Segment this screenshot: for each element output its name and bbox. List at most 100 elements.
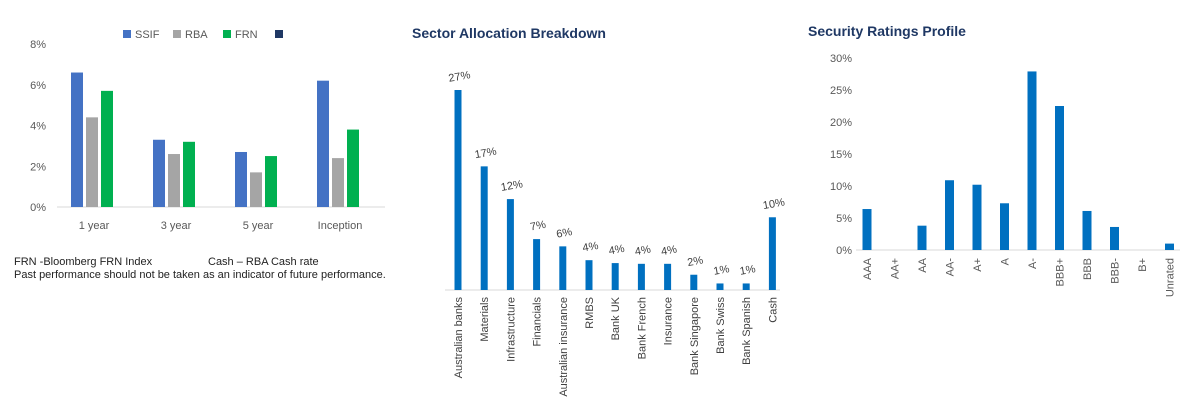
x-tick-label: AA [917,257,929,272]
x-tick-label: Australian banks [453,297,465,379]
rating-bar [862,209,872,250]
rating-bar [1165,243,1174,250]
bar-ssif [153,139,165,207]
y-tick-label: 30% [830,53,852,65]
data-label: 27% [448,69,472,85]
x-tick-label: Bank Singapore [689,297,701,375]
legend-swatch [223,30,231,38]
chart-title: Sector Allocation Breakdown [412,25,606,41]
sector-allocation-chart: Sector Allocation Breakdown 27% Australian… [412,25,786,397]
sector-bar [585,260,593,290]
performance-chart: 0% 2% 4% 6% 8% SSIF RBA FRN 1 year 3 year 5 year In… [30,29,385,232]
data-label: 7% [529,219,547,234]
bar-frn [347,129,359,207]
sector-bar [637,263,645,290]
note-frn-index: FRN -Bloomberg FRN Index [14,256,153,268]
data-label: 4% [660,244,678,259]
y-tick-label: 20% [830,117,852,129]
x-tick-label: Insurance [663,297,675,345]
bar-rba [168,154,180,207]
bar-ssif [235,151,247,207]
data-label: 4% [608,243,626,258]
x-tick-label: Bank UK [610,296,622,340]
bar-rba [86,117,98,207]
x-tick-label: Inception [318,220,363,232]
data-label: 12% [500,178,524,194]
rating-bar [1082,210,1092,250]
y-tick-label: 2% [30,161,46,173]
x-tick-label: A+ [972,258,984,272]
rating-bar [917,225,927,250]
bar-ssif [71,72,83,208]
note-cash-rate: Cash – RBA Cash rate [208,256,319,268]
data-label: 1% [713,263,731,278]
x-tick-label: A- [1027,258,1039,269]
bar-rba [332,158,344,207]
x-tick-label: BBB+ [1055,258,1067,286]
rating-bar [1110,226,1119,250]
legend-swatch [173,30,181,38]
y-tick-label: 6% [30,80,46,92]
data-label: 4% [582,240,600,255]
rating-bar [945,180,954,250]
y-tick-label: 0% [836,245,852,257]
data-label: 4% [634,244,652,259]
x-tick-label: 1 year [79,220,110,232]
sector-bar [506,199,514,290]
data-label: 17% [474,146,498,162]
sector-bar [611,263,619,290]
sector-bar [454,90,462,290]
x-tick-label: B+ [1137,258,1149,272]
y-tick-label: 25% [830,85,852,97]
x-tick-label: Unrated [1165,258,1177,297]
x-tick-label: Bank French [636,297,648,359]
sector-bar [533,239,541,290]
legend-label: RBA [185,29,208,41]
data-label: 10% [762,196,786,212]
sector-bar [742,283,750,290]
x-tick-label: BBB- [1110,258,1122,284]
legend-swatch [123,30,131,38]
legend-swatch [275,30,283,38]
sector-bar [768,217,776,290]
sector-bar [716,283,724,290]
sector-bar [664,263,672,290]
y-tick-label: 5% [836,213,852,225]
bar-ssif [317,80,329,207]
x-tick-label: Bank Swiss [715,297,727,354]
y-tick-label: 8% [30,39,46,51]
bar-frn [265,156,277,207]
x-tick-label: A [1000,257,1012,265]
x-tick-label: Bank Spanish [741,297,753,365]
ratings-profile-chart: Security Ratings Profile 0% 5% 10% 15% 20% 25%… [808,23,1180,297]
sector-bar [480,166,488,290]
rating-bar [972,184,982,250]
data-label: 6% [555,226,573,241]
x-tick-label: AA- [945,258,957,277]
x-tick-label: Materials [479,297,491,342]
bar-frn [183,141,195,207]
x-tick-label: BBB [1082,258,1094,280]
y-tick-label: 15% [830,149,852,161]
rating-bar [1055,106,1064,250]
x-tick-label: 3 year [161,220,192,232]
legend-label: FRN [235,29,258,41]
x-tick-label: 5 year [243,220,274,232]
y-tick-label: 0% [30,202,46,214]
x-tick-label: Cash [767,297,779,323]
x-tick-label: RMBS [584,297,596,329]
sector-bar [690,274,698,290]
x-tick-label: Australian insurance [558,297,570,397]
sector-bar [559,246,567,290]
bar-frn [101,90,113,207]
bar-rba [250,172,262,207]
legend-label: SSIF [135,29,160,41]
rating-bar [1000,203,1009,250]
x-tick-label: Infrastructure [505,297,517,362]
data-label: 2% [686,254,704,269]
note-past-performance: Past performance should not be taken as … [14,269,386,281]
data-label: 1% [739,263,757,278]
rating-bar [1027,71,1037,250]
y-tick-label: 4% [30,121,46,133]
chart-title: Security Ratings Profile [808,23,966,39]
